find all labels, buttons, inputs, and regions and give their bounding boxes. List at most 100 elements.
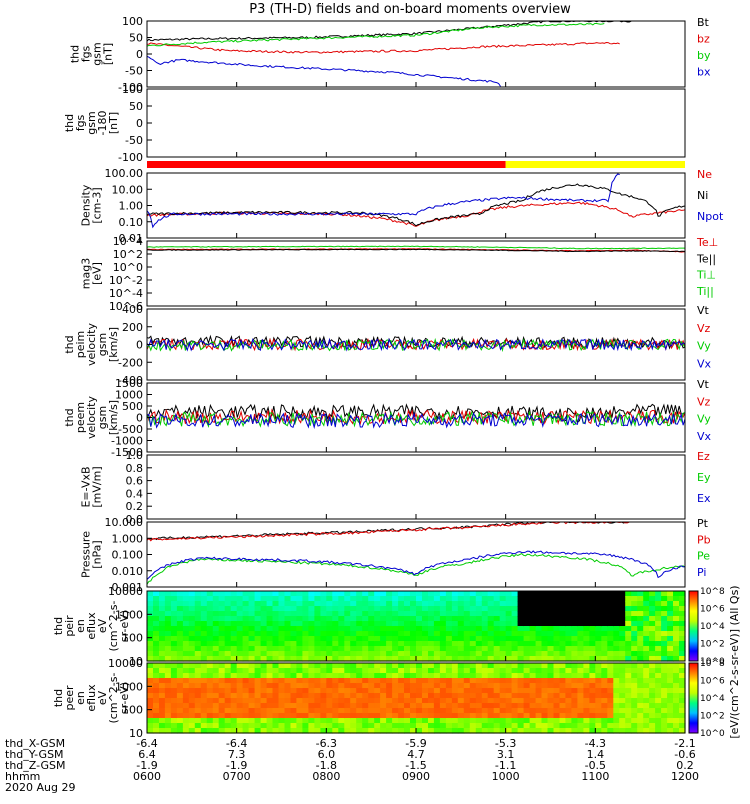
spectrogram-cell <box>649 723 656 729</box>
spectrogram-cell <box>589 591 596 597</box>
spectrogram-cell <box>511 703 519 709</box>
spectrogram-cell <box>559 626 567 632</box>
spectrogram-cell <box>356 713 363 719</box>
spectrogram-cell <box>176 621 184 627</box>
spectrogram-cell <box>475 703 483 709</box>
spectrogram-cell <box>296 673 303 679</box>
spectrogram-cell <box>218 646 226 652</box>
spectrogram-cell <box>583 626 590 632</box>
spectrogram-cell <box>565 656 572 662</box>
spectrogram-cell <box>416 626 423 632</box>
spectrogram-cell <box>565 636 572 642</box>
spectrogram-cell <box>613 688 620 694</box>
spectrogram-cell <box>416 606 423 612</box>
spectrogram-cell <box>350 596 357 602</box>
spectrogram-cell <box>571 656 578 662</box>
y-tick-label: 0.01 <box>119 232 144 245</box>
colorbar-tick-label: 10^4 <box>700 694 725 704</box>
spectrogram-cell <box>535 626 543 632</box>
spectrogram-cell <box>625 728 632 734</box>
spectrogram-cell <box>649 616 656 622</box>
spectrogram-cell <box>631 611 638 617</box>
spectrogram-cell <box>649 606 656 612</box>
spectrogram-cell <box>398 678 405 684</box>
spectrogram-cell <box>607 703 614 709</box>
spectrogram-cell <box>679 713 686 719</box>
spectrogram-cell <box>296 663 303 669</box>
spectrogram-cell <box>182 698 190 704</box>
spectrogram-cell <box>368 683 375 689</box>
spectrogram-cell <box>607 591 614 597</box>
spectrogram-cell <box>559 693 567 699</box>
spectrogram-cell <box>164 626 172 632</box>
spectrogram-cell <box>487 626 495 632</box>
spectrogram-cell <box>631 703 638 709</box>
spectrogram-cell <box>673 621 680 627</box>
spectrogram-cell <box>535 636 543 642</box>
spectrogram-cell <box>398 616 405 622</box>
spectrogram-cell <box>386 616 393 622</box>
spectrogram-cell <box>451 621 459 627</box>
x-tick-label: -1.8 <box>316 759 337 772</box>
spectrogram-cell <box>559 688 567 694</box>
spectrogram-cell <box>296 601 303 607</box>
spectrogram-cell <box>499 683 507 689</box>
spectrogram-cell <box>296 631 303 637</box>
spectrogram-cell <box>589 668 596 674</box>
spectrogram-cell <box>583 591 590 597</box>
spectrogram-cell <box>589 723 596 729</box>
spectrogram-cell <box>529 728 537 734</box>
spectrogram-cell <box>565 596 572 602</box>
spectrogram-cell <box>248 656 256 662</box>
spectrogram-cell <box>457 616 465 622</box>
spectrogram-cell <box>589 673 596 679</box>
spectrogram-cell <box>206 668 214 674</box>
spectrogram-cell <box>583 606 590 612</box>
spectrogram-cell <box>296 728 303 734</box>
spectrogram-cell <box>314 713 321 719</box>
spectrogram-cell <box>260 678 268 684</box>
spectrogram-cell <box>356 723 363 729</box>
spectrogram-cell <box>607 596 614 602</box>
spectrogram-cell <box>284 636 292 642</box>
spectrogram-cell <box>667 713 674 719</box>
spectrogram-cell <box>487 646 495 652</box>
spectrogram-cell <box>505 663 513 669</box>
spectrogram-cell <box>445 651 453 657</box>
spectrogram-cell <box>428 678 435 684</box>
spectrogram-cell <box>505 693 513 699</box>
y-tick-label: 1000 <box>115 608 143 621</box>
spectrogram-cell <box>571 698 578 704</box>
spectrogram-cell <box>218 683 226 689</box>
spectrogram-cell <box>433 728 441 734</box>
spectrogram-cell <box>481 601 489 607</box>
spectrogram-cell <box>517 606 525 612</box>
spectrogram-cell <box>410 591 417 597</box>
spectrogram-cell <box>164 708 172 714</box>
spectrogram-cell <box>248 596 256 602</box>
spectrogram-cell <box>386 591 393 597</box>
spectrogram-cell <box>523 651 531 657</box>
spectrogram-cell <box>362 708 369 714</box>
spectrogram-cell <box>583 616 590 622</box>
spectrogram-cell <box>410 621 417 627</box>
spectrogram-cell <box>206 703 214 709</box>
spectrogram-cell <box>308 596 315 602</box>
spectrogram-cell <box>595 601 602 607</box>
spectrogram-cell <box>182 663 190 669</box>
spectrogram-cell <box>571 621 578 627</box>
spectrogram-cell <box>380 621 387 627</box>
spectrogram-cell <box>433 713 441 719</box>
spectrogram-cell <box>661 616 668 622</box>
y-tick-label: 10.00 <box>112 183 144 196</box>
spectrogram-cell <box>254 673 262 679</box>
spectrogram-cell <box>248 591 256 597</box>
spectrogram-cell <box>601 713 608 719</box>
spectrogram-cell <box>284 723 292 729</box>
spectrogram-cell <box>595 723 602 729</box>
spectrogram-cell <box>595 688 602 694</box>
spectrogram-cell <box>272 621 280 627</box>
spectrogram-cell <box>655 663 662 669</box>
spectrogram-cell <box>422 651 429 657</box>
spectrogram-cell <box>362 703 369 709</box>
